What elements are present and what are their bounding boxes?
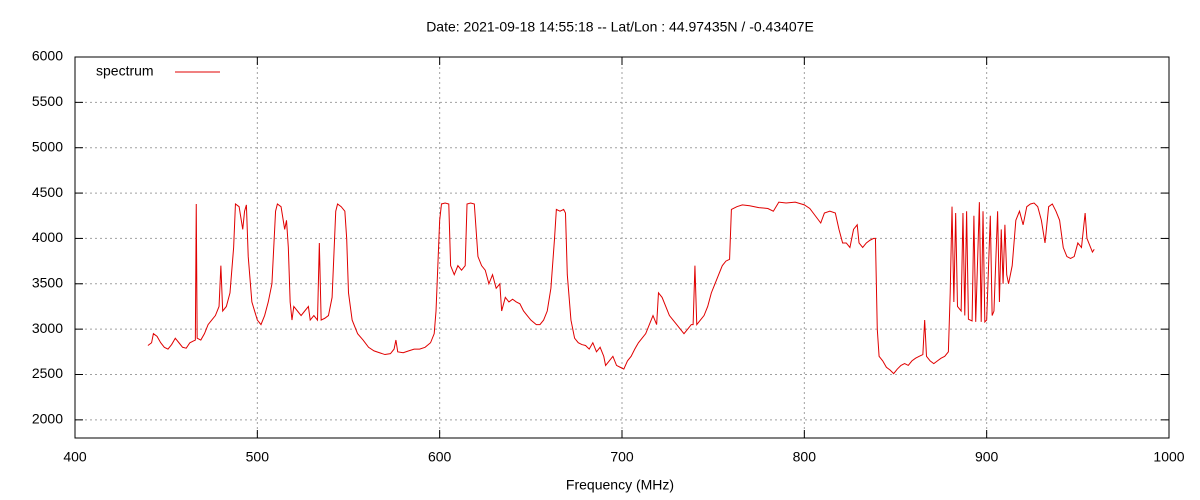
- x-axis-label: Frequency (MHz): [566, 477, 674, 493]
- y-tick-label: 5500: [32, 93, 63, 109]
- x-tick-label: 700: [610, 449, 634, 465]
- x-tick-label: 1000: [1153, 449, 1184, 465]
- x-tick-label: 900: [975, 449, 999, 465]
- x-tick-label: 500: [246, 449, 270, 465]
- x-tick-label: 400: [63, 449, 87, 465]
- x-tick-label: 800: [793, 449, 817, 465]
- y-tick-label: 3000: [32, 320, 63, 336]
- y-tick-label: 2500: [32, 365, 63, 381]
- plot-frame: [74, 56, 1170, 439]
- legend-label: spectrum: [96, 63, 154, 79]
- y-tick-label: 3500: [32, 274, 63, 290]
- y-tick-label: 6000: [32, 48, 63, 64]
- x-tick-label: 600: [428, 449, 452, 465]
- y-tick-label: 5000: [32, 138, 63, 154]
- y-tick-label: 4500: [32, 184, 63, 200]
- chart-title: Date: 2021-09-18 14:55:18 -- Lat/Lon : 4…: [426, 19, 814, 35]
- y-tick-label: 2000: [32, 411, 63, 427]
- spectrum-line: [147, 201, 1095, 375]
- y-tick-label: 4000: [32, 229, 63, 245]
